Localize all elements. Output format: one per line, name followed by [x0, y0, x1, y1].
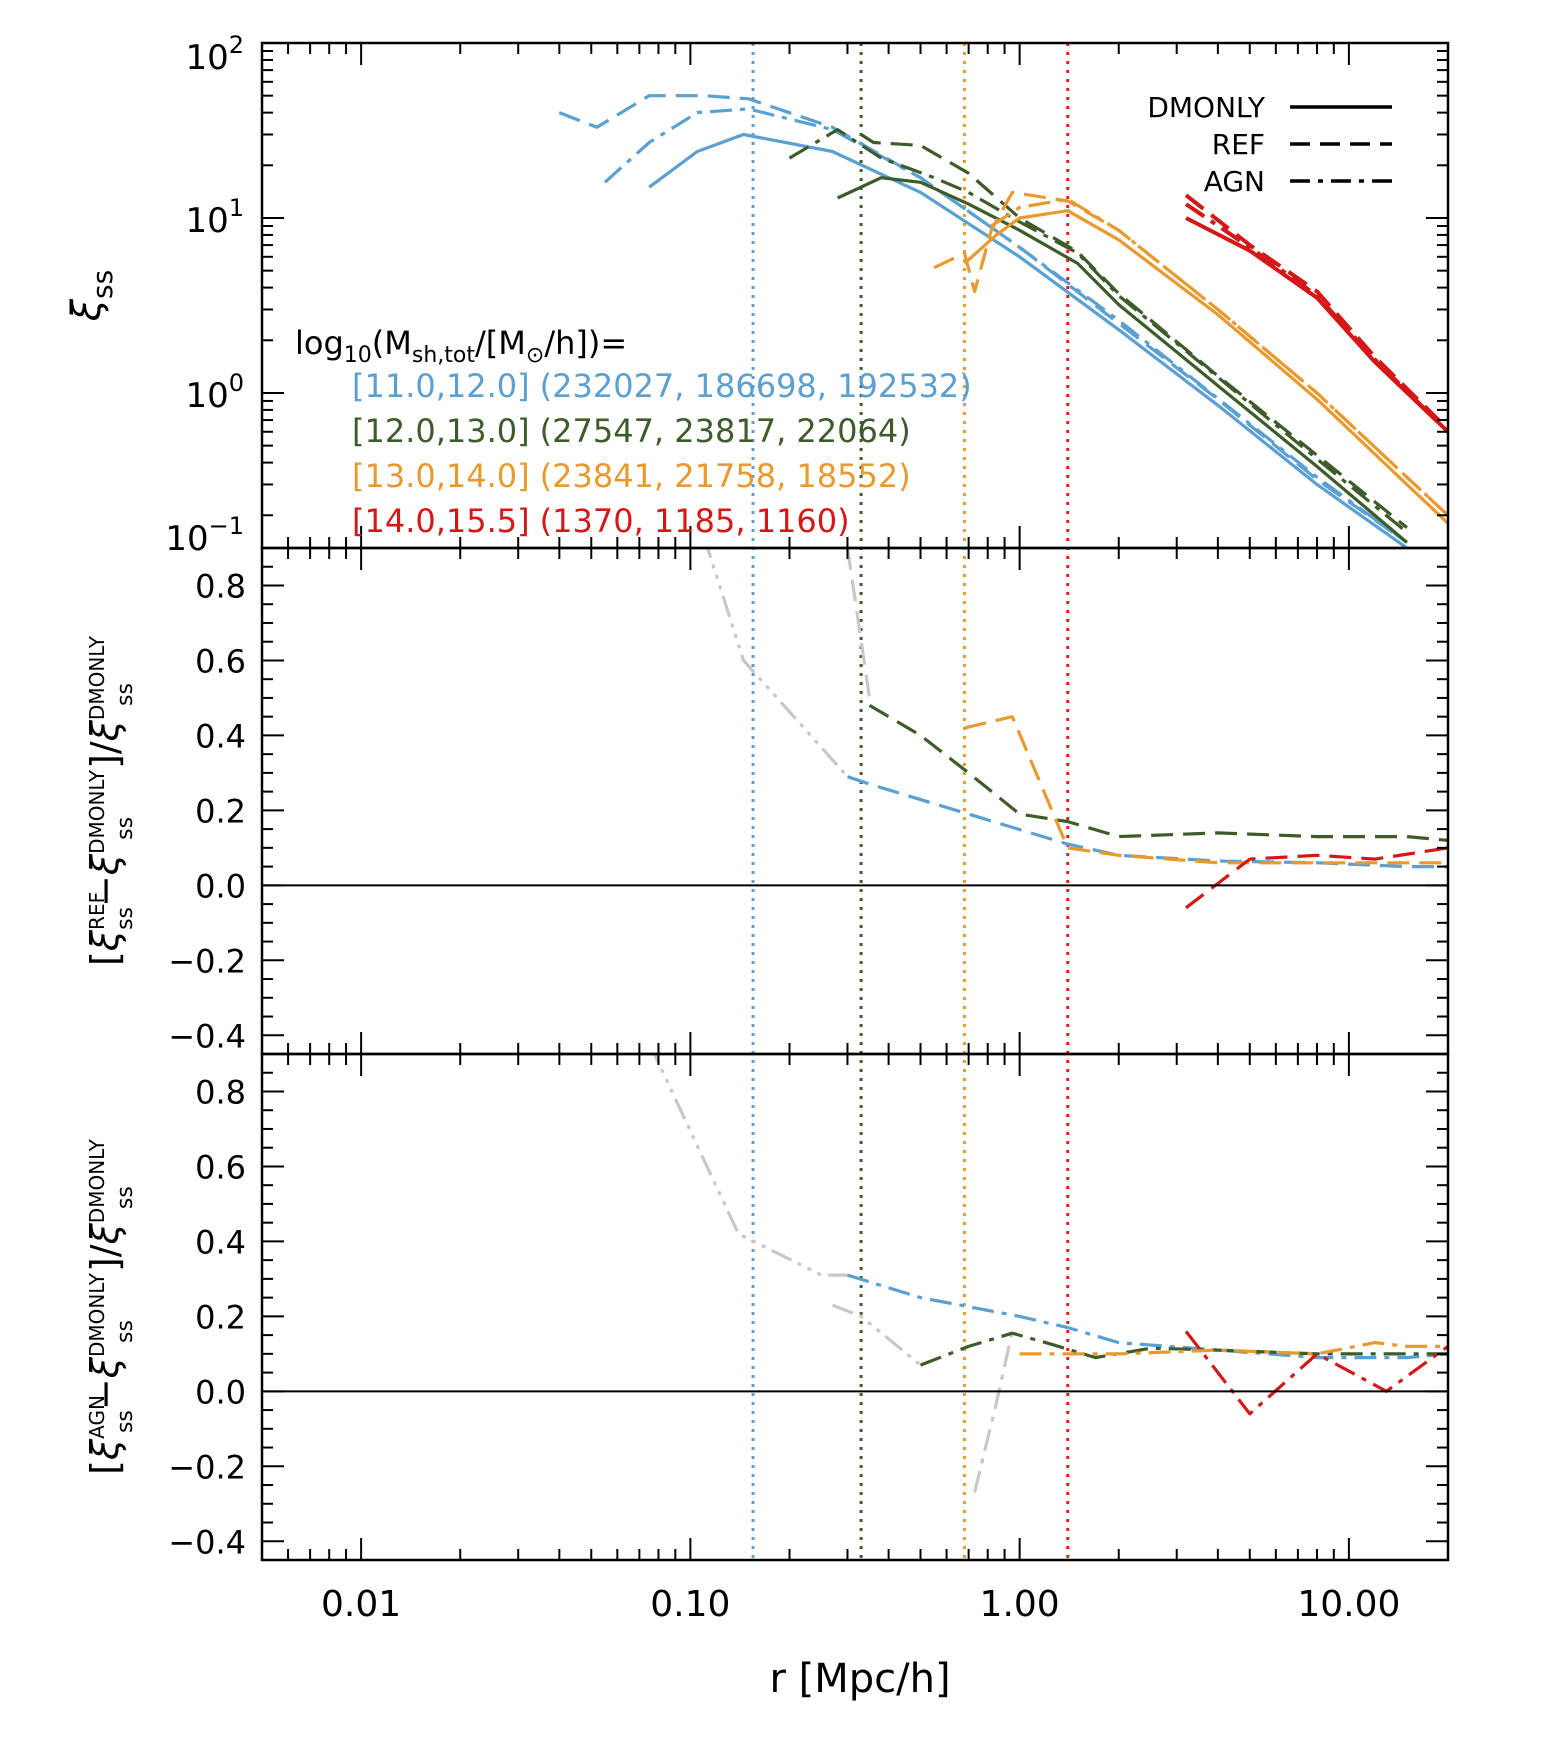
- middle-ytick-label: 0.8: [195, 567, 246, 605]
- bottom-ytick-label: 0.6: [195, 1148, 246, 1186]
- top-series-11: [1184, 202, 1448, 434]
- bottom-ytick-label: 0.2: [195, 1298, 246, 1336]
- top-ytick-label: 100: [185, 369, 244, 416]
- middle-series-0: [705, 548, 849, 778]
- legend: DMONLY REF AGN log10(Msh,tot/[M⊙/h])=[11.0,…: [295, 91, 1392, 540]
- mass-bin-entry-2: [13.0,14.0] (23841, 21758, 18552): [352, 457, 911, 495]
- middle-ytick-label: 0.4: [195, 717, 246, 755]
- middle-series-5: [1185, 846, 1448, 910]
- bottom-series-0: [652, 1054, 848, 1277]
- axis-labels: 10−1 100 101 102 ξss −0.4 −0.2 0.0 0.2 0.4 0.6 0.8 […: [64, 31, 1400, 1702]
- top-series-5: [788, 128, 1408, 534]
- middle-series-3: [868, 704, 1448, 842]
- xtick-label: 0.01: [321, 1584, 401, 1625]
- top-series-6: [963, 209, 1448, 525]
- middle-ylabel: [ξREF ss−ξDMONLY ss]/ξDMONLY ss: [83, 635, 138, 966]
- top-series-4: [860, 133, 1408, 529]
- middle-ytick-label: 0.0: [195, 867, 246, 905]
- top-series-10: [1184, 193, 1448, 431]
- bottom-series-5: [1019, 1340, 1448, 1356]
- bottom-frame: [260, 1052, 1450, 1562]
- top-series-0: [648, 132, 1408, 548]
- middle-ytick-label: 0.6: [195, 642, 246, 680]
- top-series-3: [836, 176, 1408, 544]
- middle-series-2: [846, 775, 1448, 869]
- bottom-ylabel: [ξAGN ss−ξDMONLY ss]/ξDMONLY ss: [83, 1138, 138, 1475]
- data-series: [558, 94, 1448, 1493]
- top-ytick-label: 102: [185, 31, 244, 78]
- bottom-series-6: [1184, 1330, 1448, 1416]
- xtick-label: 0.10: [650, 1584, 730, 1625]
- mass-bin-entry-1: [12.0,13.0] (27547, 23817, 22064): [352, 412, 911, 450]
- bottom-ytick-label: 0.8: [195, 1073, 246, 1111]
- middle-frame: [260, 546, 1450, 1056]
- top-series-8: [990, 197, 1448, 517]
- mass-bin-entry-3: [14.0,15.5] (1370, 1185, 1160): [352, 502, 850, 540]
- legend-label-agn: AGN: [1204, 165, 1265, 198]
- middle-series-4: [964, 715, 1448, 865]
- bottom-ytick-label: 0.0: [195, 1373, 246, 1411]
- top-ytick-label: 10−1: [165, 512, 244, 559]
- middle-ytick-label: −0.4: [168, 1017, 246, 1055]
- mass-bin-header: log10(Msh,tot/[M⊙/h])=: [295, 324, 627, 368]
- bottom-ytick-label: −0.4: [168, 1523, 246, 1561]
- bottom-series-1: [831, 1303, 922, 1367]
- mass-bin-entry-0: [11.0,12.0] (232027, 186698, 192532): [352, 367, 972, 405]
- xtick-label: 1.00: [980, 1584, 1060, 1625]
- middle-ytick-label: 0.2: [195, 792, 246, 830]
- legend-label-dmonly: DMONLY: [1147, 91, 1266, 124]
- top-ylabel: ξss: [64, 270, 119, 323]
- legend-label-ref: REF: [1212, 128, 1265, 161]
- x-axis-title: r [Mpc/h]: [769, 1656, 950, 1702]
- middle-ytick-label: −0.2: [168, 942, 246, 980]
- bottom-ytick-label: −0.2: [168, 1448, 246, 1486]
- top-series-2: [603, 107, 1408, 544]
- bottom-series-2: [973, 1331, 1014, 1493]
- bottom-series-4: [919, 1331, 1448, 1367]
- xtick-label: 10.00: [1297, 1584, 1400, 1625]
- bottom-series-3: [847, 1273, 1448, 1360]
- reference-vlines: [751, 43, 1070, 1560]
- middle-series-1: [845, 548, 872, 699]
- top-ytick-label: 101: [185, 194, 244, 241]
- bottom-ytick-label: 0.4: [195, 1223, 246, 1261]
- axes-frames: [260, 41, 1450, 1562]
